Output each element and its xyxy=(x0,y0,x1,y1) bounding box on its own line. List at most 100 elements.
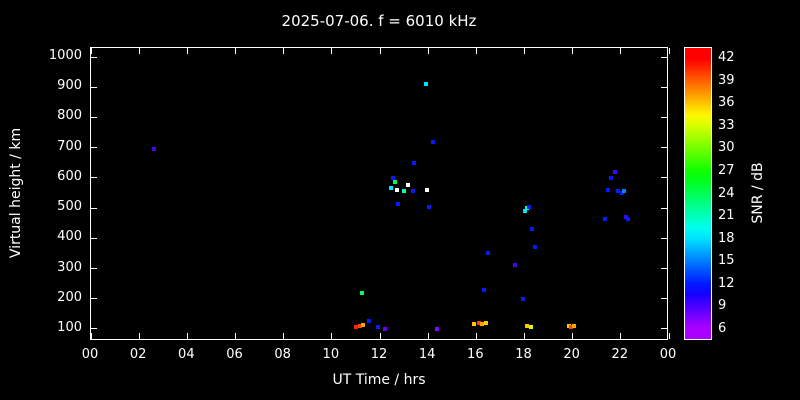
x-tick-mark xyxy=(572,333,574,339)
x-tick-mark-top xyxy=(475,48,477,54)
x-tick-mark-top xyxy=(331,48,333,54)
x-tick-label: 20 xyxy=(563,347,580,362)
data-point xyxy=(625,216,630,221)
y-tick-mark xyxy=(91,86,97,88)
colorbar-tick-label: 9 xyxy=(718,298,727,314)
data-point xyxy=(402,189,407,194)
y-tick-label: 400 xyxy=(57,229,82,245)
x-tick-label: 12 xyxy=(370,347,388,362)
y-tick-mark-right xyxy=(661,298,667,300)
data-point xyxy=(423,82,428,87)
colorbar-tick-label: 27 xyxy=(718,162,735,178)
data-point xyxy=(571,323,576,328)
chart-title: 2025-07-06. f = 6010 kHz xyxy=(281,12,477,30)
x-tick-mark-top xyxy=(668,48,670,54)
x-tick-mark-top xyxy=(620,48,622,54)
data-point xyxy=(359,290,364,295)
x-tick-label: 04 xyxy=(178,347,195,362)
x-tick-mark-top xyxy=(283,48,285,54)
y-tick-label: 200 xyxy=(57,289,82,305)
colorbar-tick-label: 36 xyxy=(718,95,735,111)
data-point xyxy=(388,186,393,191)
data-point xyxy=(481,287,486,292)
data-point xyxy=(567,323,572,328)
y-tick-label: 700 xyxy=(57,138,82,154)
data-point xyxy=(361,323,366,328)
data-point xyxy=(612,169,617,174)
data-point xyxy=(512,263,517,268)
data-point xyxy=(152,147,157,152)
colorbar-tick-label: 21 xyxy=(718,208,735,224)
y-tick-mark-right xyxy=(661,177,667,179)
data-point xyxy=(434,326,439,331)
y-tick-mark xyxy=(91,147,97,149)
plot-area xyxy=(90,47,670,340)
y-tick-mark xyxy=(91,328,97,330)
x-tick-mark xyxy=(379,333,381,339)
data-point xyxy=(622,189,627,194)
x-tick-label: 06 xyxy=(226,347,243,362)
data-point xyxy=(476,321,481,326)
y-tick-mark xyxy=(91,298,97,300)
y-tick-mark-right xyxy=(661,268,667,269)
data-point xyxy=(483,321,488,326)
data-point xyxy=(486,251,491,256)
data-point xyxy=(357,323,362,328)
colorbar-tick-label: 15 xyxy=(718,253,735,269)
data-point xyxy=(521,296,526,301)
y-tick-mark xyxy=(91,116,97,118)
data-point xyxy=(471,322,476,327)
colorbar-tick-label: 39 xyxy=(718,72,735,88)
x-tick-mark xyxy=(235,333,236,339)
y-tick-mark-right xyxy=(661,237,667,239)
x-axis-label: UT Time / hrs xyxy=(332,372,426,388)
y-tick-mark xyxy=(91,268,97,269)
y-tick-label: 500 xyxy=(57,199,82,215)
x-tick-label: 16 xyxy=(467,347,484,362)
data-point xyxy=(427,204,432,209)
data-point xyxy=(533,245,538,250)
data-point xyxy=(394,187,399,192)
x-tick-mark xyxy=(186,333,188,339)
x-tick-mark xyxy=(331,333,333,339)
x-tick-mark xyxy=(524,333,525,339)
data-point xyxy=(405,183,410,188)
y-tick-mark xyxy=(91,56,97,58)
y-tick-label: 100 xyxy=(57,319,82,335)
x-tick-label: 10 xyxy=(322,347,340,362)
y-tick-label: 900 xyxy=(57,78,82,94)
x-tick-mark xyxy=(668,333,670,339)
colorbar-tick-label: 12 xyxy=(718,275,735,291)
colorbar-tick-label: 30 xyxy=(718,140,735,156)
y-tick-mark xyxy=(91,177,97,179)
data-point xyxy=(382,326,387,331)
x-tick-label: 00 xyxy=(81,347,99,362)
x-tick-mark-top xyxy=(138,48,140,54)
x-tick-label: 22 xyxy=(611,347,629,362)
colorbar-tick-label: 18 xyxy=(718,230,735,246)
x-tick-label: 02 xyxy=(129,347,147,362)
y-tick-mark-right xyxy=(661,86,667,88)
data-point xyxy=(522,209,527,214)
y-tick-mark-right xyxy=(661,328,667,330)
data-point xyxy=(367,319,372,324)
data-point xyxy=(524,323,529,328)
colorbar xyxy=(684,47,712,340)
x-tick-label: 00 xyxy=(659,347,677,362)
x-tick-mark xyxy=(90,333,92,339)
y-tick-label: 300 xyxy=(57,259,82,275)
x-tick-label: 08 xyxy=(274,347,291,362)
data-point xyxy=(410,189,415,194)
data-point xyxy=(480,322,485,327)
data-point xyxy=(392,180,397,185)
data-point xyxy=(605,187,610,192)
x-tick-mark-top xyxy=(186,48,188,54)
data-point xyxy=(528,324,533,329)
x-tick-mark-top xyxy=(572,48,574,54)
data-point xyxy=(620,190,625,195)
data-point xyxy=(353,325,358,330)
data-point xyxy=(526,204,531,209)
y-tick-mark-right xyxy=(661,147,667,149)
y-tick-mark xyxy=(91,207,97,209)
